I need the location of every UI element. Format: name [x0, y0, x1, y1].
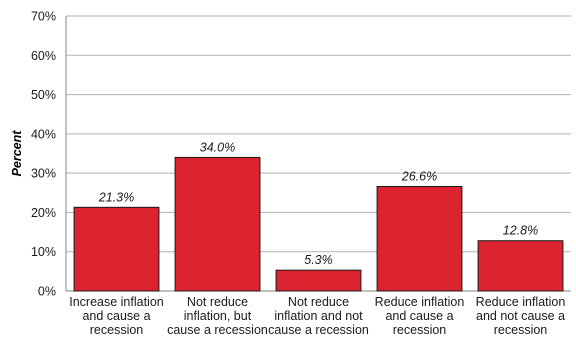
- x-category-label: and cause a: [82, 309, 150, 323]
- x-category-label: Not reduce: [187, 295, 248, 309]
- y-tick-label: 10%: [31, 245, 56, 259]
- x-category-label: Reduce inflation: [476, 295, 566, 309]
- y-axis-label: Percent: [10, 130, 24, 177]
- y-tick-label: 20%: [31, 206, 56, 220]
- bars: [73, 156, 564, 292]
- y-axis-ticks: 0% 10% 20% 30% 40% 50% 60% 70%: [31, 10, 56, 299]
- bar: [376, 186, 463, 292]
- x-category-label: Increase inflation: [69, 295, 164, 309]
- y-tick-label: 40%: [31, 127, 56, 141]
- x-category-label: and cause a: [385, 309, 453, 323]
- data-labels: 21.3% 34.0% 5.3% 26.6% 12.8%: [98, 140, 538, 267]
- x-category-label: cause a recession: [167, 323, 268, 337]
- y-tick-label: 50%: [31, 88, 56, 102]
- data-label: 34.0%: [200, 140, 235, 154]
- x-category-label: recession: [90, 323, 144, 337]
- y-tick-label: 60%: [31, 49, 56, 63]
- x-category-label: Not reduce: [288, 295, 349, 309]
- x-category-label: recession: [494, 323, 548, 337]
- x-category-label: recession: [393, 323, 447, 337]
- x-category-label: Reduce inflation: [375, 295, 465, 309]
- x-category-label: and not cause a: [476, 309, 565, 323]
- bar: [73, 206, 160, 292]
- data-label: 5.3%: [304, 253, 333, 267]
- bar: [275, 269, 362, 292]
- y-tick-label: 0%: [38, 285, 56, 299]
- y-tick-label: 30%: [31, 167, 56, 181]
- y-tick-label: 70%: [31, 10, 56, 24]
- data-label: 26.6%: [401, 170, 437, 184]
- bar: [174, 156, 261, 292]
- data-label: 12.8%: [503, 224, 538, 238]
- x-category-label: cause a recession: [268, 323, 369, 337]
- data-label: 21.3%: [98, 190, 134, 204]
- bar: [477, 240, 564, 292]
- x-category-label: inflation, but: [184, 309, 252, 323]
- x-category-label: inflation and not: [274, 309, 363, 323]
